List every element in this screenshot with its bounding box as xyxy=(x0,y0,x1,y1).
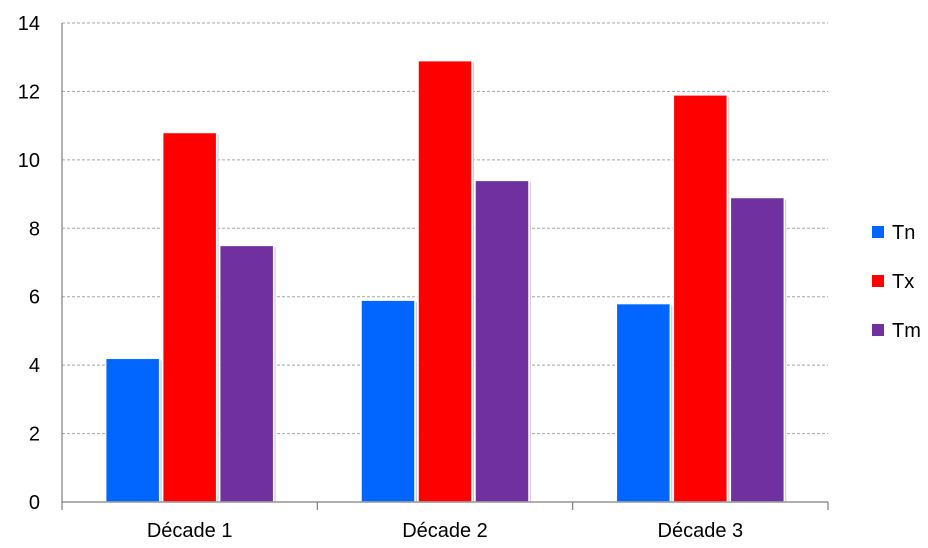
y-tick-label: 0 xyxy=(29,492,40,514)
x-axis-tick-labels: Décade 1 Décade 2 Décade 3 xyxy=(147,520,743,542)
bar-tn-1 xyxy=(104,357,161,503)
x-tick-label: Décade 2 xyxy=(402,520,488,542)
bar-tn-3 xyxy=(615,302,672,503)
bar-tm-2 xyxy=(474,179,530,503)
x-tick-label: Décade 1 xyxy=(147,520,233,542)
bar-tm-3 xyxy=(729,196,786,503)
y-tick-label: 2 xyxy=(29,424,40,446)
bar-tx-2 xyxy=(417,59,473,503)
axes xyxy=(61,23,829,510)
bar-tx-3 xyxy=(672,94,729,503)
y-axis-tick-labels: 0 2 4 6 8 10 12 14 xyxy=(18,13,40,514)
legend-swatch-tn xyxy=(872,226,884,238)
y-tick-label: 8 xyxy=(29,218,40,240)
y-tick-label: 14 xyxy=(18,13,40,35)
y-tick-label: 6 xyxy=(29,287,40,309)
legend-swatch-tx xyxy=(872,275,884,287)
legend: Tn Tx Tm xyxy=(872,222,921,342)
bar-tm-1 xyxy=(218,244,275,503)
bar-tx-1 xyxy=(161,131,218,503)
legend-label-tx: Tx xyxy=(892,271,914,293)
y-tick-label: 12 xyxy=(18,81,40,103)
bar-tn-2 xyxy=(360,299,416,503)
legend-swatch-tm xyxy=(872,324,884,336)
legend-label-tm: Tm xyxy=(892,320,921,342)
legend-label-tn: Tn xyxy=(892,222,915,244)
y-tick-label: 4 xyxy=(29,355,40,377)
bars xyxy=(104,59,787,503)
x-tick-label: Décade 3 xyxy=(658,520,744,542)
y-tick-label: 10 xyxy=(18,150,40,172)
